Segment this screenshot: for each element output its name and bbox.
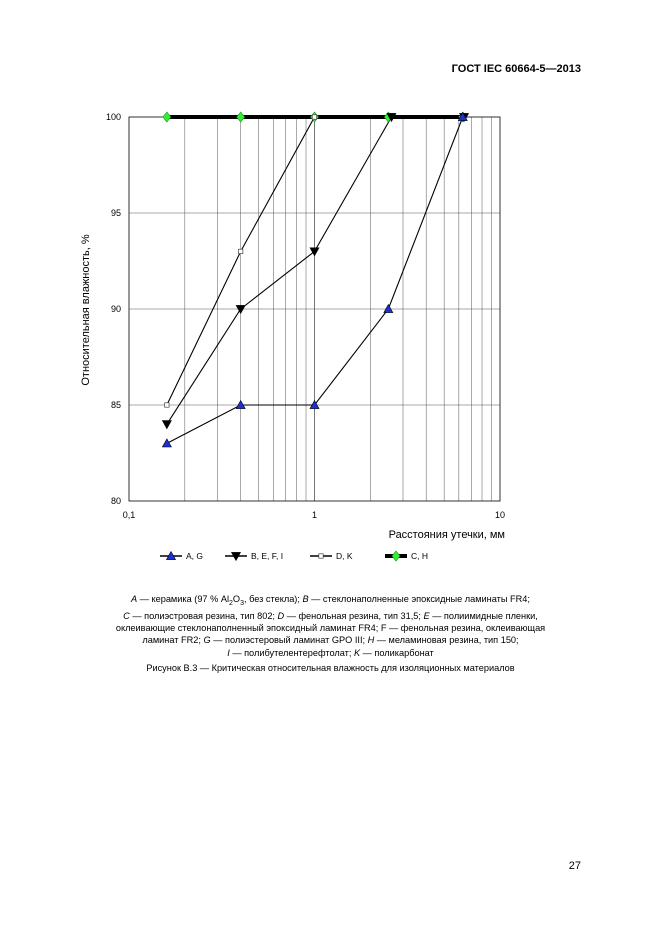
y-tick-label: 80 xyxy=(111,496,121,506)
data-point-3-0 xyxy=(162,111,172,123)
caption-line-4: ламинат FR2; G — полиэстеровый ламинат G… xyxy=(142,635,519,646)
chart-legend: A, G B, E, F, I D, K C, H xyxy=(160,550,428,562)
legend-label-1: B, E, F, I xyxy=(251,551,283,561)
chart-grid xyxy=(129,117,500,501)
data-point-1-3 xyxy=(386,113,397,123)
legend-label-3: C, H xyxy=(411,551,428,561)
figure-title: Рисунок B.3 — Критическая относительная … xyxy=(146,663,515,673)
x-tick-label: 1 xyxy=(312,510,317,520)
series-markers xyxy=(161,111,470,448)
page-number: 27 xyxy=(568,860,581,872)
x-axis-label: Расстояния утечки, мм xyxy=(389,529,505,541)
data-point-1-1 xyxy=(235,305,246,315)
data-point-1-2 xyxy=(309,247,320,257)
data-point-1-0 xyxy=(161,420,172,430)
caption-line-3: оклеивающие стеклонаполненный эпоксидный… xyxy=(115,623,546,634)
y-tick-label: 100 xyxy=(106,112,121,122)
legend-label-0: A, G xyxy=(186,551,203,561)
legend-label-2: D, K xyxy=(336,551,353,561)
x-tick-label: 10 xyxy=(495,510,505,520)
data-point-0-1 xyxy=(235,399,246,409)
data-point-0-2 xyxy=(309,399,320,409)
y-tick-label: 90 xyxy=(111,304,121,314)
caption-line-2: C — полиэстровая резина, тип 802; D — фе… xyxy=(123,611,538,622)
legend-marker-0 xyxy=(165,550,177,560)
legend-marker-3 xyxy=(391,550,401,562)
legend-marker-1 xyxy=(230,552,242,562)
y-tick-label: 85 xyxy=(111,400,121,410)
y-axis-label: Относительная влажность, % xyxy=(80,234,92,386)
standard-header: ГОСТ IEC 60664-5—2013 xyxy=(451,63,581,75)
caption-line-1: A — керамика (97 % Al2O3, без стекла); B… xyxy=(131,594,530,607)
x-tick-label: 0,1 xyxy=(123,510,136,520)
data-point-2-1 xyxy=(238,248,244,254)
data-point-2-0 xyxy=(164,402,170,408)
data-point-0-4 xyxy=(457,111,468,121)
data-point-3-1 xyxy=(236,111,246,123)
y-tick-label: 95 xyxy=(111,208,121,218)
data-point-0-0 xyxy=(161,438,172,448)
data-point-0-3 xyxy=(383,303,394,313)
series-line-1 xyxy=(166,116,465,425)
axis-ticks: 80 85 90 95 100 0,1 1 10 xyxy=(106,112,505,520)
series-lines xyxy=(166,115,465,444)
data-point-2-2 xyxy=(311,114,318,120)
caption-line-5: I — полибутелентерефтолат; K — поликарбо… xyxy=(227,647,434,658)
figure-legend-caption: A — керамика (97 % Al2O3, без стекла); B… xyxy=(60,593,601,659)
humidity-chart: 80 85 90 95 100 0,1 1 10 Относительная влажност… xyxy=(80,111,505,562)
legend-marker-2 xyxy=(318,553,324,559)
